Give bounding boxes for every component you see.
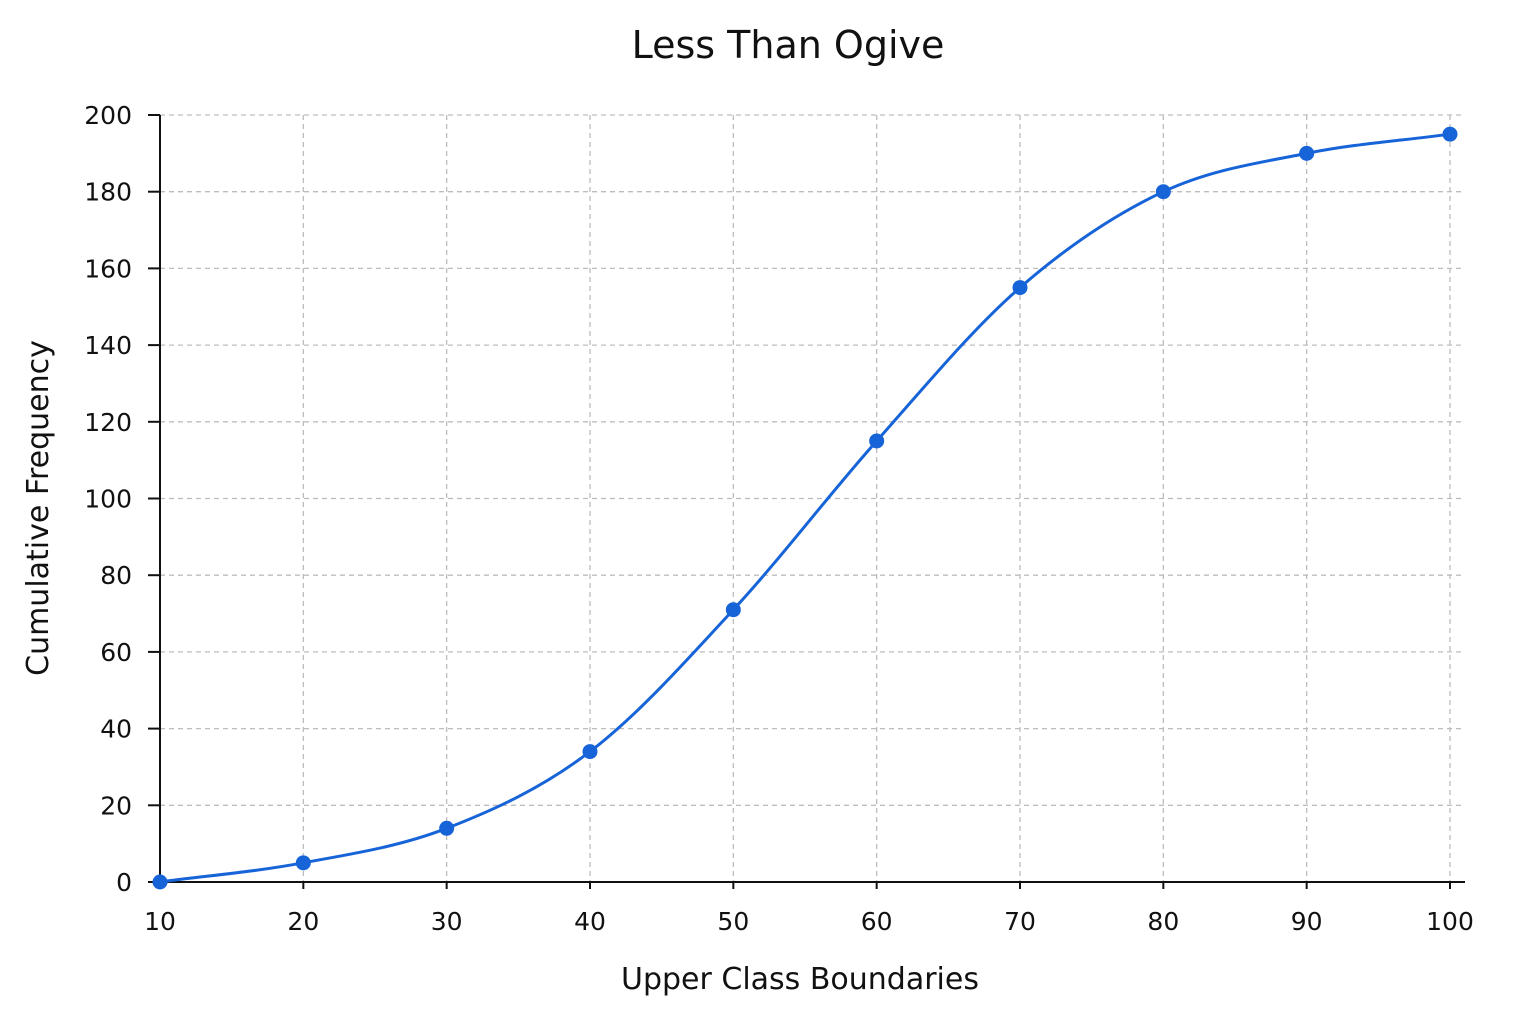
data-point bbox=[1299, 145, 1315, 161]
y-tick-label: 120 bbox=[84, 408, 132, 437]
series-line bbox=[158, 132, 1452, 884]
y-tick-label: 180 bbox=[84, 178, 132, 207]
x-axis-label: Upper Class Boundaries bbox=[621, 962, 979, 997]
y-tick-label: 80 bbox=[100, 561, 132, 590]
data-point bbox=[439, 820, 455, 836]
data-point bbox=[295, 855, 311, 871]
x-tick-label: 70 bbox=[1004, 907, 1036, 936]
x-tick-label: 90 bbox=[1291, 907, 1323, 936]
y-tick-label: 200 bbox=[84, 101, 132, 130]
x-tick-label: 20 bbox=[287, 907, 319, 936]
grid bbox=[160, 114, 1465, 882]
data-point bbox=[1012, 280, 1028, 296]
data-point bbox=[152, 874, 168, 890]
y-tick-label: 40 bbox=[100, 715, 132, 744]
x-ticks: 10 20 30 40 50 60 70 80 90 100 bbox=[144, 882, 1474, 936]
x-tick-label: 80 bbox=[1147, 907, 1179, 936]
y-tick-label: 0 bbox=[116, 868, 132, 897]
series bbox=[152, 126, 1458, 890]
y-axis-label: Cumulative Frequency bbox=[21, 340, 56, 676]
y-tick-label: 60 bbox=[100, 638, 132, 667]
x-tick-label: 50 bbox=[717, 907, 749, 936]
x-tick-label: 100 bbox=[1426, 907, 1474, 936]
y-ticks: 0 20 40 60 80 100 120 140 160 180 200 bbox=[84, 101, 160, 897]
x-tick-label: 60 bbox=[861, 907, 893, 936]
x-tick-label: 40 bbox=[574, 907, 606, 936]
y-tick-label: 140 bbox=[84, 331, 132, 360]
y-tick-label: 20 bbox=[100, 791, 132, 820]
data-point bbox=[582, 744, 598, 760]
chart-title: Less Than Ogive bbox=[632, 23, 945, 67]
y-tick-label: 100 bbox=[84, 485, 132, 514]
data-point bbox=[869, 433, 885, 449]
data-point bbox=[1442, 126, 1458, 142]
x-tick-label: 30 bbox=[431, 907, 463, 936]
y-tick-label: 160 bbox=[84, 254, 132, 283]
x-tick-label: 10 bbox=[144, 907, 176, 936]
data-point bbox=[725, 602, 741, 618]
data-point bbox=[1155, 184, 1171, 200]
